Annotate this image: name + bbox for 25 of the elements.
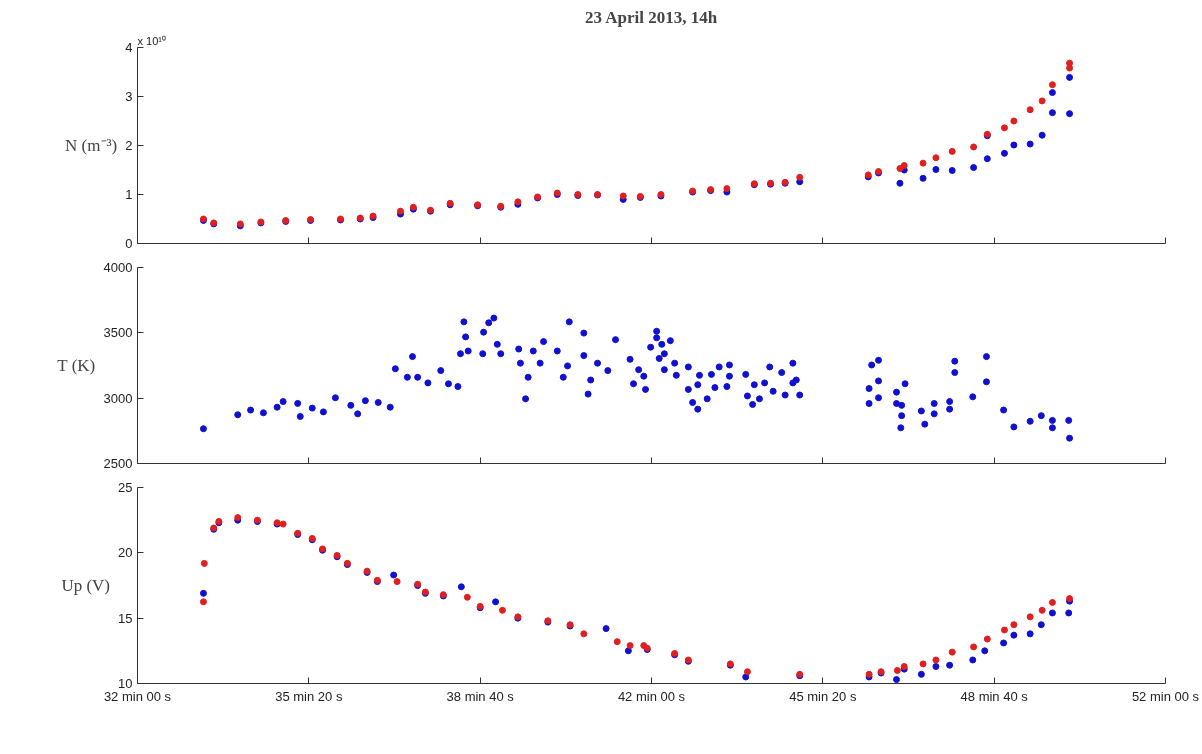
x-tick-label: 48 min 40 s bbox=[960, 688, 1029, 704]
y-tick-label: 2500 bbox=[103, 456, 133, 471]
x-tick-label: 38 min 40 s bbox=[446, 688, 515, 704]
y-axis-title: Up (V) bbox=[61, 576, 111, 595]
y-tick-label: 20 bbox=[118, 545, 133, 561]
text: x 10¹⁰ bbox=[137, 34, 166, 47]
x-tick-label: 52 min 00 s bbox=[1131, 688, 1200, 704]
y-tick-label: 0 bbox=[125, 236, 133, 251]
x-tick-label: 35 min 20 s bbox=[275, 688, 343, 704]
y-tick-label: 3 bbox=[125, 89, 133, 104]
y-tick-label: 4 bbox=[125, 40, 133, 55]
x-tick-label: 45 min 20 s bbox=[789, 688, 857, 704]
y-axis-title: T (K) bbox=[57, 356, 96, 375]
y-tick-label: 10 bbox=[118, 676, 133, 691]
y-tick-label: 1 bbox=[125, 187, 133, 202]
x-tick-label: 42 min 00 s bbox=[617, 688, 686, 704]
y-tick-label: 3000 bbox=[103, 390, 133, 406]
x-tick-label: 32 min 00 s bbox=[103, 688, 172, 704]
y-axis-title: N (m⁻³) bbox=[65, 136, 118, 155]
chart-title: 23 April 2013, 14h bbox=[584, 7, 718, 27]
y-tick-label: 25 bbox=[118, 480, 133, 495]
y-tick-label: 15 bbox=[118, 610, 133, 626]
y-tick-label: 2 bbox=[125, 138, 133, 153]
y-tick-label: 3500 bbox=[103, 325, 133, 341]
y-tick-label: 4000 bbox=[103, 260, 133, 275]
